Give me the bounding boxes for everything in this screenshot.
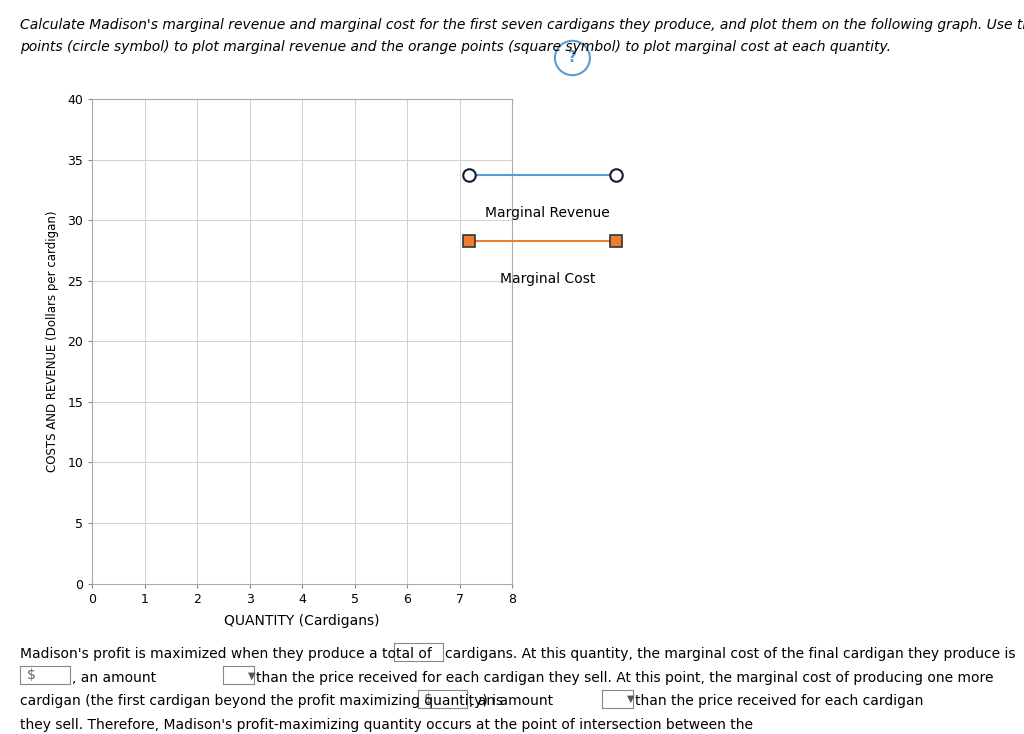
Text: Madison's profit is maximized when they produce a total of: Madison's profit is maximized when they … bbox=[20, 647, 432, 661]
Text: than the price received for each cardigan: than the price received for each cardiga… bbox=[635, 694, 924, 708]
Text: than the price received for each cardigan they sell. At this point, the marginal: than the price received for each cardiga… bbox=[256, 671, 993, 685]
Text: cardigan (the first cardigan beyond the profit maximizing quantity) is: cardigan (the first cardigan beyond the … bbox=[20, 694, 504, 708]
Text: ?: ? bbox=[568, 51, 577, 65]
Text: points (circle symbol) to plot marginal revenue and the orange points (square sy: points (circle symbol) to plot marginal … bbox=[20, 40, 892, 54]
Text: $: $ bbox=[424, 691, 432, 706]
Text: ▼: ▼ bbox=[627, 694, 634, 704]
Text: , an amount: , an amount bbox=[469, 694, 553, 708]
Text: Marginal Cost: Marginal Cost bbox=[500, 272, 596, 286]
Text: ▼: ▼ bbox=[248, 670, 255, 680]
X-axis label: QUANTITY (Cardigans): QUANTITY (Cardigans) bbox=[224, 614, 380, 628]
Text: $: $ bbox=[27, 668, 35, 683]
Text: cardigans. At this quantity, the marginal cost of the final cardigan they produc: cardigans. At this quantity, the margina… bbox=[445, 647, 1016, 661]
Text: Marginal Revenue: Marginal Revenue bbox=[485, 206, 610, 219]
Text: Calculate Madison's marginal revenue and marginal cost for the first seven cardi: Calculate Madison's marginal revenue and… bbox=[20, 18, 1024, 32]
Text: , an amount: , an amount bbox=[72, 671, 156, 685]
Y-axis label: COSTS AND REVENUE (Dollars per cardigan): COSTS AND REVENUE (Dollars per cardigan) bbox=[46, 211, 59, 472]
Text: they sell. Therefore, Madison's profit-maximizing quantity occurs at the point o: they sell. Therefore, Madison's profit-m… bbox=[20, 718, 754, 732]
